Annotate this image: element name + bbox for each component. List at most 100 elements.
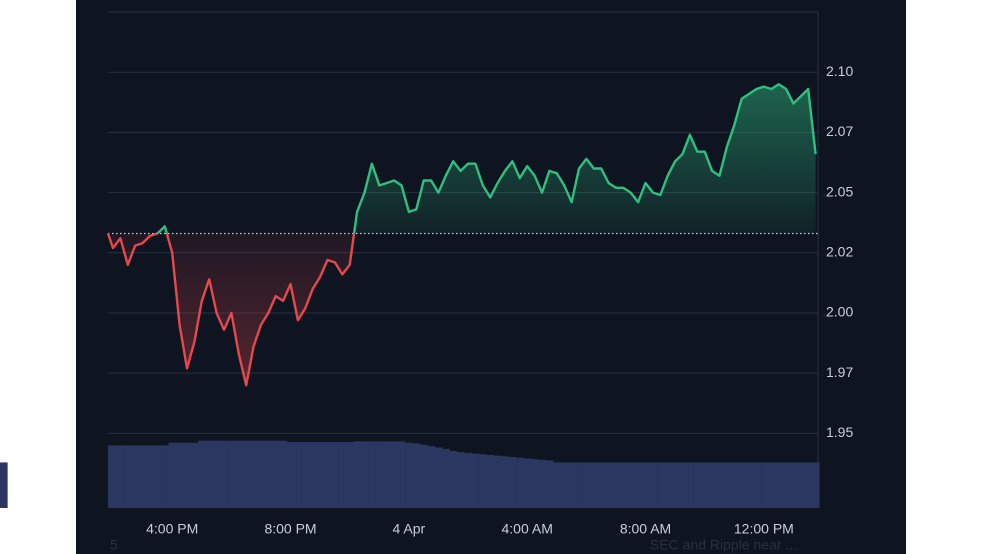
volume-bar <box>294 442 302 508</box>
volume-bar <box>279 440 288 508</box>
volume-bar <box>0 462 8 508</box>
volume-bar <box>745 462 754 508</box>
volume-bar <box>427 446 436 508</box>
volume-bar <box>656 462 665 508</box>
volume-bar <box>434 447 443 508</box>
volume-bar <box>582 462 591 508</box>
volume-bar <box>331 442 339 508</box>
volume-bar <box>486 454 495 508</box>
volume-bar <box>619 462 628 508</box>
volume-bar <box>590 462 598 508</box>
volume-bar <box>804 462 813 508</box>
volume-bar <box>316 442 325 508</box>
volume-bar <box>412 443 421 508</box>
x-tick-label: 4:00 AM <box>502 521 553 537</box>
volume-bar <box>508 457 517 508</box>
volume-bar <box>471 453 480 508</box>
volume-bar <box>671 462 680 508</box>
volume-bar <box>789 462 798 508</box>
y-tick-label: 2.00 <box>826 304 853 320</box>
volume-bar <box>257 440 265 508</box>
volume-bar <box>220 440 228 508</box>
volume-bar <box>383 441 391 508</box>
volume-bar <box>479 454 487 508</box>
volume-bar <box>738 462 746 508</box>
x-tick-label: 12:00 PM <box>734 521 794 537</box>
volume-bar <box>301 442 310 508</box>
volume-bar <box>405 442 413 508</box>
price-area <box>108 84 816 386</box>
volume-bar <box>493 455 502 508</box>
volume-bar <box>530 459 539 508</box>
volume-bar <box>353 441 362 508</box>
volume-bar <box>538 459 546 508</box>
volume-bar <box>693 462 702 508</box>
volume-bar <box>523 458 532 508</box>
y-tick-label: 2.02 <box>826 243 853 259</box>
footer-left: 5 <box>110 537 118 553</box>
volume-bar <box>375 441 384 508</box>
volume-bar <box>634 462 643 508</box>
volume-bar <box>138 445 147 508</box>
volume-bar <box>368 441 376 508</box>
volume-bar <box>752 462 761 508</box>
volume-bar <box>723 462 731 508</box>
x-tick-label: 8:00 AM <box>620 521 671 537</box>
volume-bar <box>464 452 472 508</box>
y-tick-label: 2.10 <box>826 63 853 79</box>
volume-bar <box>664 462 672 508</box>
volume-bar <box>190 442 199 508</box>
volume-bar <box>456 452 465 508</box>
footer-right: SEC and Ripple near ... <box>650 537 797 553</box>
x-tick-label: 4 Apr <box>393 521 426 537</box>
volume-bar <box>264 440 273 508</box>
y-tick-label: 2.05 <box>826 183 853 199</box>
volume-bar <box>545 460 554 508</box>
volume-bar <box>567 462 576 508</box>
volume-bar <box>183 442 191 508</box>
volume-bar <box>146 445 154 508</box>
volume-bar <box>109 445 117 508</box>
volume-bar <box>390 441 399 508</box>
volume-bar <box>686 462 694 508</box>
y-tick-label: 2.07 <box>826 123 853 139</box>
volume-bar <box>116 445 125 508</box>
volume-bar <box>242 440 251 508</box>
volume-bar <box>627 462 635 508</box>
volume-bar <box>168 442 177 508</box>
volume-bar <box>597 462 606 508</box>
volume-bar <box>323 442 332 508</box>
x-tick-label: 4:00 PM <box>146 521 198 537</box>
volume-bar <box>774 462 783 508</box>
y-tick-label: 1.97 <box>826 364 853 380</box>
volume-bar <box>501 456 509 508</box>
volume-bar <box>235 440 243 508</box>
volume-bar <box>701 462 709 508</box>
volume-bar <box>553 462 561 508</box>
volume-bar <box>212 440 221 508</box>
volume-bar <box>442 448 450 508</box>
volume-bar <box>649 462 657 508</box>
volume-bar <box>397 441 406 508</box>
volume-bar <box>161 445 169 508</box>
price-line <box>106 83 817 387</box>
volume-bar <box>560 462 569 508</box>
y-tick-label: 1.95 <box>826 424 853 440</box>
volume-bar <box>612 462 620 508</box>
volume-bar <box>153 445 162 508</box>
volume-bar <box>575 462 583 508</box>
volume-bar <box>604 462 613 508</box>
volume-bar <box>760 462 768 508</box>
volume-bar <box>338 442 347 508</box>
x-tick-label: 8:00 PM <box>264 521 316 537</box>
volume-bar <box>175 442 184 508</box>
volume-bar <box>249 440 258 508</box>
volume-bar <box>641 462 650 508</box>
volume-bar <box>227 440 236 508</box>
volume-bar <box>419 444 428 508</box>
volume-bar <box>309 442 317 508</box>
volume-bar <box>767 462 776 508</box>
volume-bar <box>449 450 458 508</box>
volume-bar <box>124 445 132 508</box>
